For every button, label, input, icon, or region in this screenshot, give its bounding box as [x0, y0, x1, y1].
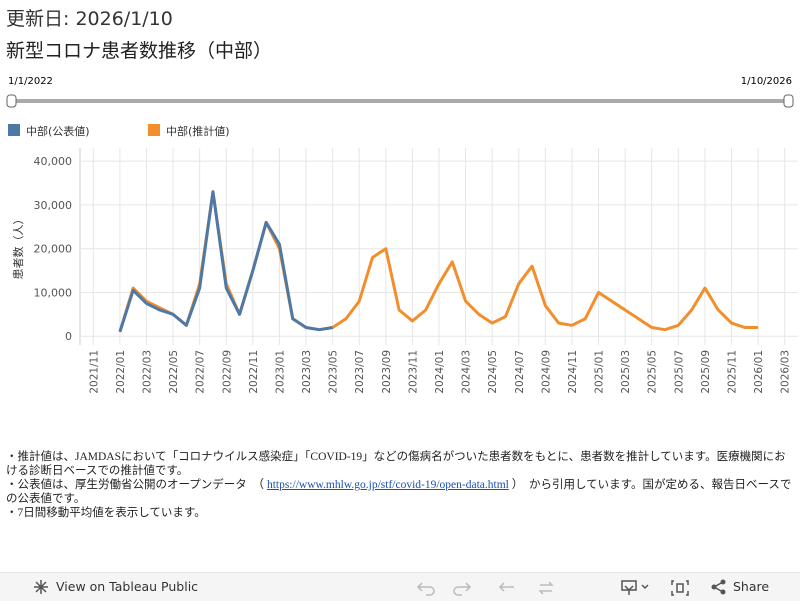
- note: ・7日間移動平均値を表示しています。: [6, 507, 206, 519]
- x-tick-label: 2024/09: [540, 350, 552, 394]
- x-tick-label: 2025/05: [647, 350, 659, 394]
- redo[interactable]: [453, 582, 472, 596]
- x-tick-label: 2026/03: [780, 350, 792, 394]
- x-tick-label: 2024/07: [514, 350, 526, 394]
- y-tick-label: 10,000: [34, 286, 73, 299]
- x-tick-label: 2024/05: [487, 350, 499, 394]
- refresh[interactable]: [538, 581, 554, 595]
- slider-handle[interactable]: [783, 94, 794, 108]
- x-tick-label: 2022/11: [248, 350, 260, 394]
- x-tick-label: 2022/01: [115, 350, 127, 394]
- note: ・推計値は、JAMDASにおいて「コロナウイルス感染症」「COVID-19」など…: [6, 451, 786, 477]
- toolbar: View on Tableau Public Share: [0, 572, 800, 601]
- updated-date: 更新日: 2026/1/10: [6, 8, 173, 30]
- x-tick-label: 2024/11: [567, 350, 579, 394]
- slider-start: 1/1/2022: [8, 76, 53, 87]
- y-axis-label: 患者数（人）: [12, 214, 25, 280]
- legend-label: 中部(公表値): [26, 124, 90, 138]
- share-button[interactable]: Share: [733, 579, 769, 594]
- y-tick-label: 40,000: [34, 155, 73, 168]
- revert[interactable]: [498, 582, 514, 592]
- link[interactable]: https://www.mhlw.go.jp/stf/covid-19/open…: [266, 479, 509, 491]
- note-text: ） から引用しています。国が定める、報告日ベースでの公表値です。: [6, 479, 792, 505]
- dropdown[interactable]: [641, 584, 649, 590]
- note-text: ・公表値は、厚生労働省公開のオープンデータ （: [6, 479, 267, 491]
- fullscreen[interactable]: [671, 580, 689, 596]
- legend-swatch: [8, 124, 20, 136]
- notes: ・推計値は、JAMDASにおいて「コロナウイルス感染症」「COVID-19」など…: [6, 450, 796, 520]
- x-tick-label: 2025/03: [620, 350, 632, 394]
- slider-track[interactable]: [10, 99, 790, 103]
- y-tick-label: 30,000: [34, 199, 73, 212]
- x-tick-label: 2024/03: [461, 350, 473, 394]
- x-tick-label: 2023/05: [328, 350, 340, 394]
- undo[interactable]: [416, 582, 435, 596]
- x-tick-label: 2022/07: [195, 350, 207, 394]
- x-tick-label: 2022/09: [221, 350, 233, 394]
- x-tick-label: 2025/09: [700, 350, 712, 394]
- x-tick-label: 2022/05: [168, 350, 180, 394]
- y-tick-label: 0: [65, 330, 72, 343]
- y-tick-label: 20,000: [34, 243, 73, 256]
- download[interactable]: [621, 580, 637, 595]
- slider-handle[interactable]: [6, 94, 17, 108]
- x-tick-label: 2025/01: [594, 350, 606, 394]
- x-tick-label: 2023/03: [301, 350, 313, 394]
- tableau-icon[interactable]: [34, 580, 48, 594]
- x-tick-label: 2021/11: [88, 350, 100, 394]
- x-tick-label: 2023/09: [381, 350, 393, 394]
- slider-end: 1/10/2026: [741, 76, 792, 87]
- x-tick-label: 2023/11: [407, 350, 419, 394]
- x-tick-label: 2023/01: [274, 350, 286, 394]
- series-line: [118, 190, 333, 333]
- toolbar-icons: View on Tableau Public Share: [34, 579, 769, 596]
- x-tick-label: 2022/03: [141, 350, 153, 394]
- dashboard-title: 新型コロナ患者数推移（中部）: [6, 40, 273, 62]
- view-link[interactable]: View on Tableau Public: [56, 579, 198, 594]
- legend-swatch: [148, 124, 160, 136]
- x-tick-label: 2024/01: [434, 350, 446, 394]
- x-tick-label: 2025/07: [673, 350, 685, 394]
- legend-label: 中部(推計値): [166, 124, 230, 138]
- x-tick-label: 2026/01: [753, 350, 765, 394]
- chart: 1/1/2022 1/10/2026 中部(公表値) 中部(推計値) 0 10,000…: [6, 76, 798, 394]
- note: ・公表値は、厚生労働省公開のオープンデータ （ https://www.mhlw…: [6, 478, 796, 506]
- x-tick-label: 2025/11: [727, 350, 739, 394]
- x-tick-label: 2023/07: [354, 350, 366, 394]
